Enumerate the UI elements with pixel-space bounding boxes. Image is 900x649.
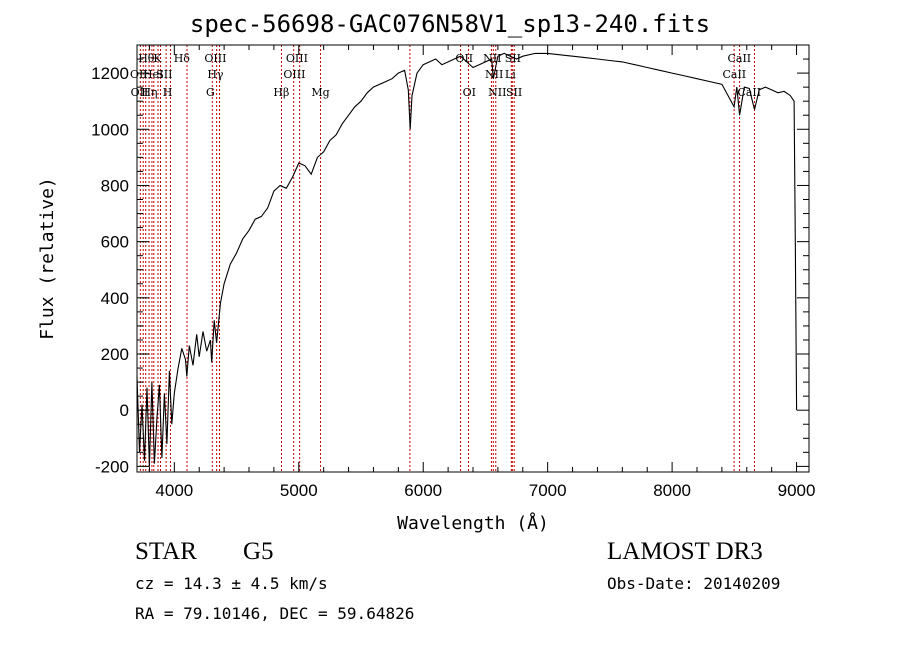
line-id-label: OIII: [286, 52, 308, 65]
line-id-label: OI: [463, 86, 476, 99]
line-id-label: CaII: [722, 68, 746, 81]
object-subclass: G5: [243, 538, 274, 565]
line-id-label: Hη: [141, 86, 157, 99]
y-axis-label: Flux (relative): [37, 177, 58, 340]
line-id-label: NII: [483, 52, 501, 65]
x-tick-label: 6000: [404, 481, 442, 500]
line-id-label: Hβ: [273, 86, 289, 99]
y-tick-label: 1200: [91, 64, 129, 83]
line-id-label: OIII: [204, 52, 226, 65]
y-tick-label: 1000: [91, 120, 129, 139]
y-tick-label: 200: [101, 345, 129, 364]
x-tick-label: 4000: [155, 481, 193, 500]
line-id-label: Hγ: [207, 68, 224, 81]
line-id-label: K: [153, 52, 162, 65]
line-id-label: NII: [485, 68, 503, 81]
line-id-label: SII: [506, 86, 522, 99]
x-tick-label: 5000: [280, 481, 318, 500]
plot-frame: [136, 44, 810, 473]
line-id-label: HeI: [143, 68, 163, 81]
line-id-label: OII: [131, 86, 149, 99]
object-class: STAR: [135, 538, 197, 565]
y-tick-label: 600: [101, 233, 129, 252]
spectrum-series-line: [136, 52, 798, 467]
line-id-label: CaII: [727, 52, 751, 65]
coordinates-text: RA = 79.10146, DEC = 59.64826: [135, 604, 415, 623]
y-tick-label: -200: [95, 457, 129, 476]
redshift-text: cz = 14.3 ± 4.5 km/s: [135, 574, 328, 593]
line-id-label: OII: [455, 52, 473, 65]
line-id-label: Hδ: [174, 52, 191, 65]
line-id-label: SII: [505, 52, 521, 65]
line-id-label: Li: [505, 68, 516, 81]
x-tick-label: 7000: [529, 481, 567, 500]
x-axis-label: Wavelength (Å): [397, 512, 549, 534]
survey-name: LAMOST DR3: [607, 538, 763, 565]
line-id-label: G: [206, 86, 215, 99]
line-id-label: Hθ: [138, 52, 155, 65]
x-tick-label: 9000: [778, 481, 816, 500]
observation-date: Obs-Date: 20140209: [607, 574, 781, 593]
y-tick-label: 400: [101, 289, 129, 308]
y-tick-label: 0: [120, 401, 129, 420]
line-id-label: OIII: [283, 68, 305, 81]
chart-title: spec-56698-GAC076N58V1_sp13-240.fits: [189, 10, 711, 38]
line-id-label: CaII: [737, 86, 761, 99]
line-id-label: NII: [488, 86, 506, 99]
line-id-label: Mg: [311, 86, 329, 99]
y-tick-label: 800: [101, 176, 129, 195]
line-id-label: OII: [130, 68, 148, 81]
line-id-label: H: [163, 86, 173, 99]
line-id-label: SII: [156, 68, 172, 81]
x-tick-label: 8000: [653, 481, 691, 500]
